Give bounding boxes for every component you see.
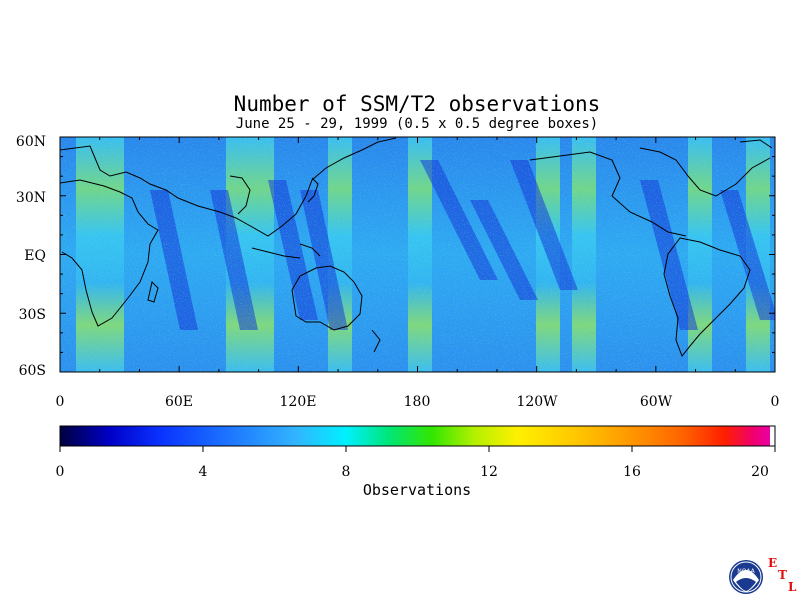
- lon-label: 0: [55, 394, 65, 410]
- lat-label: 60N: [15, 134, 46, 150]
- lat-label: EQ: [24, 248, 46, 264]
- axis-ticks: [59, 136, 776, 373]
- colorbar-tick-label: 8: [341, 464, 351, 480]
- lat-label: 30N: [15, 190, 46, 206]
- colorbar-tick-label: 0: [55, 464, 65, 480]
- observation-field: [60, 137, 775, 372]
- lon-label: 180: [403, 394, 431, 410]
- lon-label: 60W: [639, 394, 673, 410]
- map-title: Number of SSM/T2 observations: [233, 92, 601, 116]
- noaa-logo: NOAA: [729, 560, 763, 594]
- logo-text: NOAA: [737, 568, 755, 575]
- colorbar-title: Observations: [362, 481, 472, 499]
- lon-label: 120E: [279, 394, 317, 410]
- lon-label: 0: [770, 394, 780, 410]
- colorbar-tick-label: 4: [198, 464, 208, 480]
- etl-letter-t: T: [778, 568, 787, 582]
- colorbar-tick-label: 20: [751, 464, 769, 480]
- lon-label: 120W: [516, 394, 558, 410]
- colorbar: [60, 426, 775, 446]
- colorbar-tick-label: 12: [480, 464, 498, 480]
- map-subtitle: June 25 - 29, 1999 (0.5 x 0.5 degree box…: [235, 116, 599, 132]
- lat-label: 60S: [18, 363, 46, 379]
- lon-label: 60E: [164, 394, 194, 410]
- coastlines: [60, 137, 773, 357]
- etl-letter-e: E: [768, 556, 778, 570]
- colorbar-tick-label: 16: [623, 464, 641, 480]
- colorbar-ticks: [59, 446, 776, 452]
- lat-label: 30S: [18, 307, 46, 323]
- etl-letter-l: L: [788, 580, 797, 594]
